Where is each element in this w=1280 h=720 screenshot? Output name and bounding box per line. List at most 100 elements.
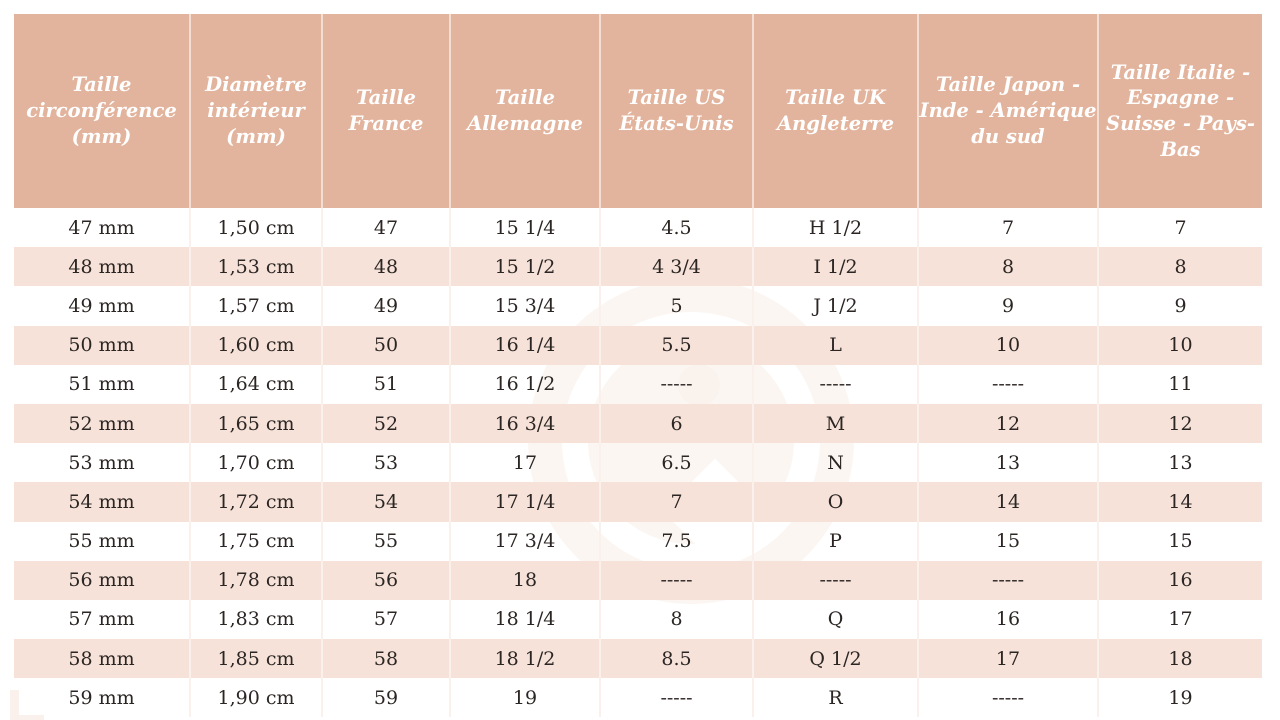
cell-us: ----- (600, 560, 754, 600)
cell-allemagne: 18 1/4 (450, 599, 601, 640)
cell-japon-inde: 13 (918, 443, 1099, 483)
cell-us: 8 (600, 599, 754, 640)
cell-diameter: 1,53 cm (190, 247, 323, 287)
cell-uk: J 1/2 (753, 286, 919, 326)
cell-uk: O (753, 482, 919, 522)
cell-italie-espagne: 18 (1098, 639, 1262, 679)
cell-uk: ----- (753, 560, 919, 600)
cell-circumference: 53 mm (14, 443, 191, 483)
cell-italie-espagne: 16 (1098, 560, 1262, 600)
cell-us: 5.5 (600, 325, 754, 365)
cell-allemagne: 18 (450, 560, 601, 600)
column-header-us: Taille US États-Unis (600, 14, 754, 208)
cell-france: 47 (322, 208, 451, 248)
table-row: 57 mm 1,83 cm 57 18 1/4 8 Q 16 17 (14, 599, 1262, 640)
cell-us: ----- (600, 678, 754, 718)
cell-france: 57 (322, 599, 451, 640)
cell-diameter: 1,57 cm (190, 286, 323, 326)
cell-diameter: 1,65 cm (190, 403, 323, 444)
cell-allemagne: 16 1/4 (450, 325, 601, 365)
cell-japon-inde: 15 (918, 521, 1099, 561)
cell-circumference: 59 mm (14, 678, 191, 718)
cell-japon-inde: ----- (918, 678, 1099, 718)
cell-italie-espagne: 9 (1174, 294, 1187, 317)
table-row: 48 mm 1,53 cm 48 15 1/2 4 3/4 I 1/2 8 8 (14, 247, 1262, 287)
cell-italie-espagne: 7 (1174, 216, 1187, 239)
cell-us: 7.5 (600, 521, 754, 561)
cell-france: 58 (322, 639, 451, 679)
cell-italie-espagne: 8 (1098, 247, 1262, 287)
table-row: 47 mm 1,50 cm 47 15 1/4 4.5 H 1/2 7 7 (14, 208, 1262, 248)
cell-diameter: 1,72 cm (190, 482, 323, 522)
cell-circumference: 50 mm (14, 325, 191, 365)
cell-uk: L (753, 325, 919, 365)
cell-uk: Q (753, 599, 919, 640)
table-row: 56 mm 1,78 cm 56 18 ----- ----- ----- 16 (14, 560, 1262, 600)
cell-japon-inde: 10 (918, 325, 1099, 365)
cell-diameter: 1,83 cm (190, 599, 323, 640)
cell-circumference: 49 mm (14, 286, 191, 326)
column-header-circumference: Taille circonférence (mm) (14, 14, 191, 208)
cell-allemagne: 16 1/2 (450, 364, 601, 404)
cell-us: 6.5 (600, 443, 754, 483)
cell-france: 56 (322, 560, 451, 600)
cell-circumference: 51 mm (14, 364, 191, 404)
ring-size-table: Taille circonférence (mm) Diamètre intér… (14, 14, 1262, 718)
table-row: 58 mm 1,85 cm 58 18 1/2 8.5 Q 1/2 17 18 (14, 639, 1262, 679)
column-header-diameter: Diamètre intérieur (mm) (190, 14, 323, 208)
cell-diameter: 1,64 cm (190, 364, 323, 404)
table-row: 59 mm 1,90 cm 59 19 ----- R ----- 19 (14, 678, 1262, 718)
column-header-france: Taille France (322, 14, 451, 208)
cell-allemagne: 15 3/4 (450, 286, 601, 326)
cell-us: 5 (600, 286, 754, 326)
cell-france: 51 (322, 364, 451, 404)
cell-japon-inde: 7 (918, 208, 1099, 248)
cell-france: 52 (322, 403, 451, 444)
table-row: 51 mm 1,64 cm 51 16 1/2 ----- ----- ----… (14, 364, 1262, 404)
cell-italie-espagne: 15 (1168, 530, 1193, 553)
cell-japon-inde: ----- (918, 364, 1099, 404)
cell-allemagne: 17 (450, 443, 601, 483)
cell-us: ----- (600, 364, 754, 404)
cell-italie-espagne: 19 (1168, 686, 1193, 709)
cell-diameter: 1,85 cm (190, 639, 323, 679)
column-header-uk: Taille UK Angleterre (753, 14, 919, 208)
cell-japon-inde: 8 (918, 247, 1099, 287)
cell-diameter: 1,50 cm (190, 208, 323, 248)
cell-allemagne: 16 3/4 (450, 403, 601, 444)
header-row: Taille circonférence (mm) Diamètre intér… (14, 14, 1262, 208)
cell-france: 54 (322, 482, 451, 522)
cell-france: 49 (322, 286, 451, 326)
cell-us: 8.5 (600, 639, 754, 679)
cell-japon-inde: 16 (918, 599, 1099, 640)
cell-japon-inde: 14 (918, 482, 1099, 522)
cell-circumference: 52 mm (14, 403, 191, 444)
cell-france: 53 (322, 443, 451, 483)
table-body: 47 mm 1,50 cm 47 15 1/4 4.5 H 1/2 7 7 48… (14, 208, 1262, 718)
cell-diameter: 1,60 cm (190, 325, 323, 365)
cell-allemagne: 15 1/2 (450, 247, 601, 287)
cell-circumference: 54 mm (14, 482, 191, 522)
table-row: 50 mm 1,60 cm 50 16 1/4 5.5 L 10 10 (14, 325, 1262, 365)
table-row: 49 mm 1,57 cm 49 15 3/4 5 J 1/2 9 9 (14, 286, 1262, 326)
cell-diameter: 1,90 cm (190, 678, 323, 718)
column-header-italie-espagne: Taille Italie - Espagne - Suisse - Pays-… (1098, 14, 1262, 208)
cell-italie-espagne: 17 (1168, 608, 1193, 631)
cell-italie-espagne: 14 (1098, 482, 1262, 522)
cell-japon-inde: 17 (918, 639, 1099, 679)
ring-size-table-container: Taille circonférence (mm) Diamètre intér… (14, 14, 1262, 718)
cell-japon-inde: 9 (918, 286, 1099, 326)
cell-japon-inde: ----- (918, 560, 1099, 600)
cell-us: 6 (600, 403, 754, 444)
cell-italie-espagne: 11 (1168, 373, 1193, 396)
cell-france: 59 (322, 678, 451, 718)
cell-france: 48 (322, 247, 451, 287)
table-row: 55 mm 1,75 cm 55 17 3/4 7.5 P 15 15 (14, 521, 1262, 561)
cell-uk: I 1/2 (753, 247, 919, 287)
cell-diameter: 1,78 cm (190, 560, 323, 600)
cell-uk: N (753, 443, 919, 483)
cell-uk: R (753, 678, 919, 718)
cell-circumference: 55 mm (14, 521, 191, 561)
cell-uk: M (753, 403, 919, 444)
